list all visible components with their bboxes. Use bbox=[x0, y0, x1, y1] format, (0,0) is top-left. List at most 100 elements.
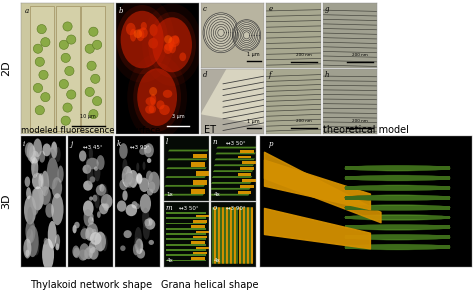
Bar bbox=[166, 249, 206, 251]
Bar bbox=[345, 235, 450, 239]
Text: ↔3 50°: ↔3 50° bbox=[226, 141, 246, 146]
Ellipse shape bbox=[117, 200, 127, 212]
Bar bbox=[195, 231, 209, 233]
Ellipse shape bbox=[110, 0, 174, 83]
Ellipse shape bbox=[86, 158, 99, 169]
Text: e: e bbox=[269, 5, 273, 13]
Ellipse shape bbox=[42, 239, 54, 270]
Text: 1x: 1x bbox=[167, 192, 173, 197]
Ellipse shape bbox=[86, 158, 91, 172]
Ellipse shape bbox=[127, 54, 187, 140]
Ellipse shape bbox=[122, 170, 126, 182]
Text: b: b bbox=[119, 7, 123, 15]
Ellipse shape bbox=[78, 249, 88, 261]
Ellipse shape bbox=[130, 29, 137, 42]
Ellipse shape bbox=[119, 143, 128, 159]
Ellipse shape bbox=[124, 173, 136, 188]
Bar bbox=[345, 206, 450, 209]
Polygon shape bbox=[213, 170, 253, 172]
Ellipse shape bbox=[73, 246, 80, 257]
Polygon shape bbox=[216, 147, 257, 149]
Ellipse shape bbox=[30, 189, 39, 215]
Ellipse shape bbox=[67, 35, 76, 44]
Text: LM: LM bbox=[61, 0, 74, 1]
Polygon shape bbox=[209, 194, 250, 196]
Ellipse shape bbox=[41, 93, 50, 102]
Ellipse shape bbox=[145, 219, 155, 230]
Ellipse shape bbox=[73, 225, 77, 233]
Bar bbox=[242, 179, 256, 182]
Polygon shape bbox=[166, 167, 207, 169]
Ellipse shape bbox=[345, 165, 450, 171]
Ellipse shape bbox=[24, 195, 36, 224]
Ellipse shape bbox=[89, 196, 93, 201]
Ellipse shape bbox=[345, 195, 450, 201]
Ellipse shape bbox=[89, 247, 99, 260]
Ellipse shape bbox=[147, 158, 151, 163]
Bar bbox=[238, 191, 251, 194]
Ellipse shape bbox=[92, 96, 102, 106]
Ellipse shape bbox=[102, 235, 108, 251]
Ellipse shape bbox=[80, 246, 84, 260]
Ellipse shape bbox=[137, 29, 145, 41]
Polygon shape bbox=[215, 153, 256, 154]
Ellipse shape bbox=[145, 219, 150, 226]
Bar bbox=[240, 185, 254, 188]
Ellipse shape bbox=[61, 116, 70, 125]
Ellipse shape bbox=[89, 110, 98, 119]
Ellipse shape bbox=[26, 250, 29, 257]
Text: Grana helical shape: Grana helical shape bbox=[161, 280, 259, 290]
Text: 1 µm: 1 µm bbox=[247, 119, 260, 124]
Bar bbox=[345, 176, 450, 180]
Ellipse shape bbox=[33, 139, 42, 157]
Polygon shape bbox=[165, 176, 206, 178]
Ellipse shape bbox=[140, 194, 151, 213]
Bar bbox=[166, 260, 206, 261]
Ellipse shape bbox=[143, 219, 150, 240]
Ellipse shape bbox=[97, 155, 105, 170]
Ellipse shape bbox=[163, 90, 173, 98]
Ellipse shape bbox=[148, 38, 158, 49]
Text: 200 nm: 200 nm bbox=[352, 119, 368, 123]
Ellipse shape bbox=[135, 227, 142, 248]
Ellipse shape bbox=[146, 217, 153, 226]
Ellipse shape bbox=[137, 174, 143, 183]
Text: theoretical model: theoretical model bbox=[323, 125, 409, 135]
Ellipse shape bbox=[135, 242, 137, 251]
Ellipse shape bbox=[79, 151, 86, 161]
Polygon shape bbox=[211, 182, 251, 184]
Bar bbox=[166, 228, 206, 230]
Ellipse shape bbox=[150, 94, 156, 105]
Ellipse shape bbox=[142, 208, 149, 228]
Text: m: m bbox=[166, 204, 173, 212]
Ellipse shape bbox=[45, 189, 52, 209]
Text: 4x: 4x bbox=[214, 192, 220, 197]
Bar bbox=[193, 236, 207, 239]
Text: i: i bbox=[23, 140, 26, 148]
Text: TEM: TEM bbox=[359, 0, 379, 1]
Ellipse shape bbox=[131, 201, 137, 208]
Ellipse shape bbox=[55, 180, 59, 193]
Text: l: l bbox=[166, 138, 168, 146]
Text: 4x: 4x bbox=[167, 258, 173, 263]
Polygon shape bbox=[210, 188, 251, 190]
Ellipse shape bbox=[33, 84, 43, 93]
Ellipse shape bbox=[38, 173, 44, 189]
Ellipse shape bbox=[134, 237, 140, 257]
Text: o: o bbox=[213, 204, 217, 212]
Ellipse shape bbox=[35, 106, 45, 115]
Ellipse shape bbox=[79, 243, 90, 260]
Ellipse shape bbox=[149, 183, 154, 189]
Ellipse shape bbox=[145, 146, 151, 154]
Bar bbox=[191, 225, 205, 228]
Bar bbox=[345, 245, 450, 249]
Text: ↔3 45°: ↔3 45° bbox=[83, 145, 103, 150]
Ellipse shape bbox=[23, 239, 31, 258]
Ellipse shape bbox=[101, 184, 108, 204]
Bar bbox=[191, 257, 205, 260]
Ellipse shape bbox=[345, 214, 450, 220]
Polygon shape bbox=[164, 185, 205, 187]
Ellipse shape bbox=[139, 148, 146, 155]
Text: 3D: 3D bbox=[0, 194, 11, 209]
Ellipse shape bbox=[35, 164, 38, 175]
